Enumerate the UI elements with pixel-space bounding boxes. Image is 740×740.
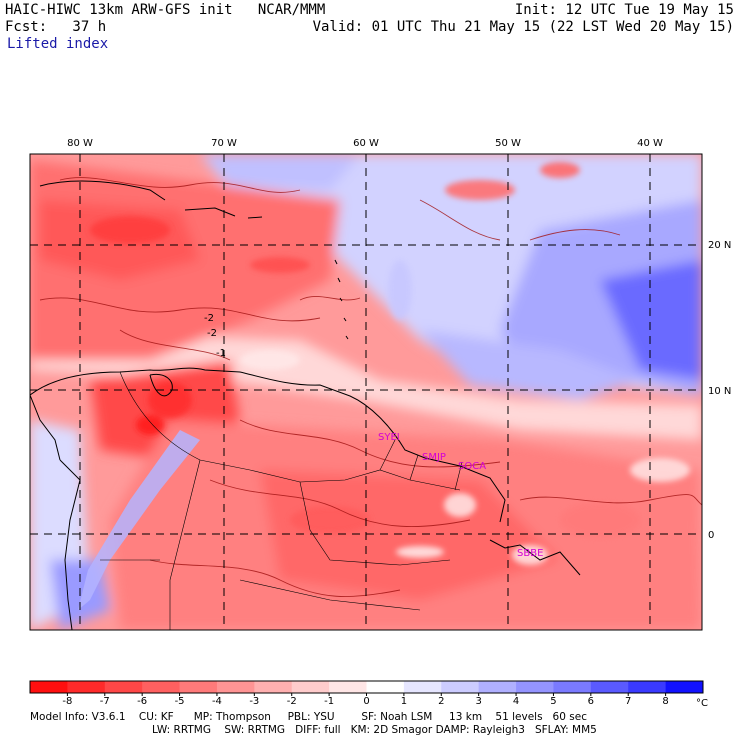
colorbar-swatch [254, 681, 293, 693]
lon-label: 80 W [67, 138, 93, 149]
colorbar-tick-label: -6 [137, 696, 147, 707]
lon-label: 60 W [353, 138, 379, 149]
colorbar-tick-label: 5 [550, 696, 556, 707]
valid-time: Valid: 01 UTC Thu 21 May 15 (22 LST Wed … [312, 19, 734, 35]
forecast-hour: Fcst: 37 h [5, 19, 107, 35]
colorbar-tick-label: -1 [324, 696, 334, 707]
colorbar-tick-label: 6 [588, 696, 594, 707]
colorbar-tick-label: -4 [212, 696, 222, 707]
colorbar-swatch [291, 681, 330, 693]
lat-label: 0 [708, 530, 714, 541]
model-info-line2: LW: RRTMG SW: RRTMG DIFF: full KM: 2D Sm… [152, 724, 597, 736]
colorbar-tick-label: 2 [438, 696, 444, 707]
colorbar-tick-label: -8 [62, 696, 72, 707]
colorbar-swatch [104, 681, 143, 693]
lon-label: 50 W [495, 138, 521, 149]
colorbar-tick-label: 4 [513, 696, 519, 707]
plot-title: HAIC-HIWC 13km ARW-GFS init NCAR/MMM [5, 2, 326, 18]
model-info-line1: Model Info: V3.6.1 CU: KF MP: Thompson P… [30, 711, 587, 723]
station-label: SOCA [458, 461, 486, 472]
station-labels: SYEI SMJP SOCA SBBE [378, 432, 543, 559]
colorbar-tick-label: 3 [475, 696, 481, 707]
colorbar-swatch [30, 681, 68, 693]
colorbar-unit: °C [696, 698, 708, 709]
lon-label: 40 W [637, 138, 663, 149]
colorbar-tick-label: 1 [401, 696, 407, 707]
colorbar-swatch [329, 681, 367, 693]
contour-label: -2 [207, 328, 217, 339]
latitude-labels: 20 N 10 N 0 [708, 240, 731, 541]
colorbar-swatch [366, 681, 405, 693]
colorbar-tick-label: 7 [625, 696, 631, 707]
colorbar-tick-label: -5 [175, 696, 185, 707]
colorbar-tick-label: 0 [363, 696, 369, 707]
colorbar-tick-label: 8 [662, 696, 668, 707]
lat-label: 10 N [708, 386, 731, 397]
station-label: SYEI [378, 432, 400, 443]
longitude-labels: 80 W 70 W 60 W 50 W 40 W [67, 138, 663, 149]
contour-label: -1 [216, 348, 226, 359]
colorbar-swatch [441, 681, 480, 693]
init-time: Init: 12 UTC Tue 19 May 15 [514, 2, 734, 18]
station-label: SBBE [517, 548, 543, 559]
colorbar-swatch [478, 681, 517, 693]
colorbar-swatch [179, 681, 218, 693]
colorbar-tick-label: -3 [249, 696, 259, 707]
colorbar-swatch [553, 681, 592, 693]
colorbar-swatch [403, 681, 442, 693]
colorbar-swatch [216, 681, 255, 693]
colorbar-swatch [665, 681, 704, 693]
colorbar: -8 -7 -6 -5 -4 -3 -2 -1 0 1 2 3 4 5 6 7 8 [29, 680, 704, 707]
lat-label: 20 N [708, 240, 731, 251]
lon-label: 70 W [211, 138, 237, 149]
graticule [30, 154, 702, 630]
contour-label: -2 [204, 313, 214, 324]
colorbar-swatch [628, 681, 667, 693]
contour-labels: -2 -2 -1 [204, 313, 226, 359]
colorbar-tick-label: -7 [100, 696, 110, 707]
colorbar-tick-label: -2 [287, 696, 297, 707]
colorbar-swatch [142, 681, 181, 693]
colorbar-swatch [590, 681, 629, 693]
field-name: Lifted index [7, 36, 109, 52]
colorbar-swatch [67, 681, 106, 693]
colorbar-swatch [516, 681, 554, 693]
station-label: SMJP [422, 452, 446, 463]
